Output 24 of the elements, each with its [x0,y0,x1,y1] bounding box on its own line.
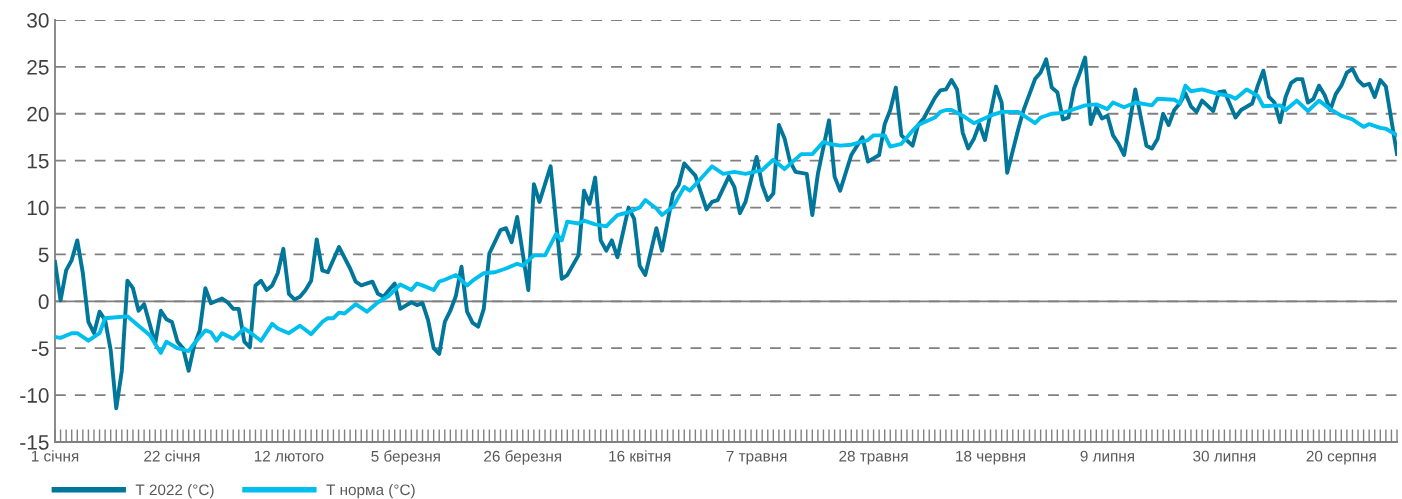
x-tick-label: 9 липня [1080,450,1134,462]
y-tick-label: 30 [27,13,49,28]
y-tick-label: -10 [20,388,49,403]
x-tick-label: 30 липня [1193,450,1256,462]
x-tick-label: 26 березня [484,450,562,465]
legend-label: Т 2022 (°C) [135,483,214,499]
x-tick-label: 22 січня [144,450,200,462]
y-tick-label: -15 [20,435,49,450]
x-tick-label: 1 січня [31,450,79,462]
x-tick-label: 5 березня [371,450,440,465]
y-tick-label: -5 [31,341,49,356]
x-tick-label: 28 травня [839,450,908,465]
y-tick-label: 5 [38,247,49,263]
x-tick-label: 16 квітня [609,450,671,462]
y-tick-label: 0 [38,294,49,310]
legend-label: Т норма (°C) [326,483,415,499]
y-tick-label: 25 [27,59,49,75]
x-tick-label: 12 лютого [254,450,324,462]
y-tick-label: 20 [27,106,49,122]
y-tick-label: 15 [27,153,49,169]
x-tick-label: 7 травня [726,450,787,465]
x-tick-label: 18 червня [956,450,1025,465]
y-tick-label: 10 [27,200,49,216]
x-tick-label: 20 серпня [1306,450,1376,465]
